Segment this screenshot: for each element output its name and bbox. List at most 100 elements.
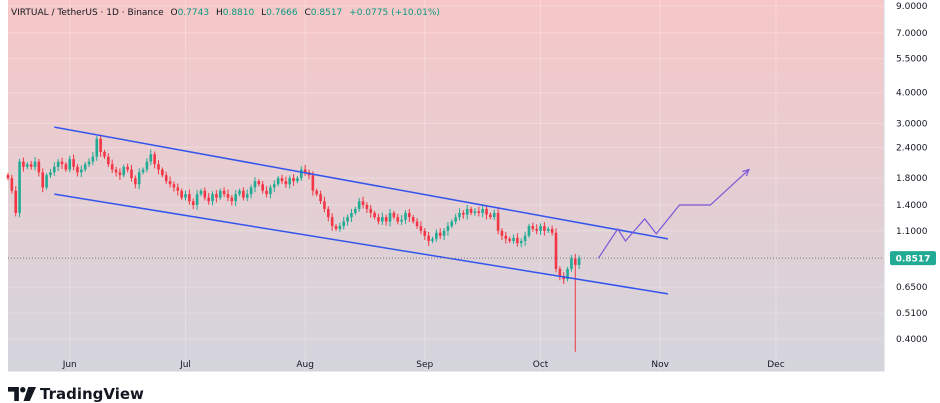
candle-body (222, 190, 226, 195)
candle-body (315, 190, 319, 195)
candle-body (126, 166, 129, 170)
drawings[interactable] (8, 126, 884, 295)
candle-body (99, 138, 102, 152)
low-label: L (261, 8, 267, 18)
candle-body (269, 187, 272, 195)
candle-body (404, 212, 407, 220)
y-tick-label: 2.4000 (896, 143, 928, 153)
candle-body (299, 169, 303, 179)
candles (6, 134, 581, 352)
change-value: +0.0775 (+10.01%) (349, 8, 440, 18)
candle-body (527, 226, 531, 236)
candle-body (110, 164, 114, 170)
candle-body (172, 184, 176, 188)
tradingview-logo[interactable]: TradingView (8, 385, 144, 403)
candle-body (435, 232, 438, 239)
candle-body (153, 154, 156, 165)
candle-body (384, 217, 388, 222)
y-tick-label: 0.6500 (896, 283, 928, 293)
candle-body (431, 238, 434, 241)
candle-body (554, 232, 558, 269)
candle-body (33, 161, 37, 167)
x-tick-label: Sep (416, 360, 433, 370)
candle-body (18, 161, 21, 213)
candle-body (188, 194, 191, 202)
candle-body (296, 178, 299, 182)
channel-lower-line (54, 193, 669, 295)
candle-body (288, 178, 292, 185)
candle-body (566, 268, 569, 280)
candle-body (357, 201, 361, 209)
candle-body (180, 190, 183, 198)
candle-body (68, 159, 72, 170)
candle-body (60, 161, 64, 165)
candle-body (489, 214, 492, 218)
candle-body (388, 212, 392, 222)
candle-body (377, 217, 380, 222)
candle-body (195, 194, 199, 206)
candle-body (354, 208, 357, 213)
candle-body (14, 190, 18, 213)
candle-body (454, 217, 457, 222)
y-tick-label: 1.8000 (896, 174, 928, 184)
symbol-legend: VIRTUAL / TetherUS · 1D · Binance O0.774… (11, 8, 440, 18)
chart-canvas[interactable]: 9.0000 7.0000 5.5000 4.0000 3.0000 2.4000 1.80… (0, 0, 940, 380)
candle-body (473, 211, 477, 213)
candle-body (477, 211, 481, 213)
candle-body (481, 208, 484, 213)
low-value: 0.7666 (266, 8, 298, 18)
candle-body (76, 166, 79, 173)
candle-body (211, 194, 214, 202)
candle-body (284, 181, 288, 185)
candle-body (523, 235, 527, 241)
candle-body (249, 187, 253, 195)
candle-body (168, 181, 172, 185)
y-tick-label: 7.0000 (896, 29, 928, 39)
candle-body (504, 235, 508, 239)
candle-body (546, 228, 550, 231)
projection-arrowhead (742, 168, 750, 177)
candle-body (253, 181, 257, 188)
close-value: 0.8517 (310, 8, 343, 18)
candle-body (265, 190, 268, 195)
projection-path (597, 169, 750, 259)
y-tick-label: 3.0000 (896, 119, 928, 129)
price-axis[interactable]: 9.0000 7.0000 5.5000 4.0000 3.0000 2.4000 1.80… (883, 0, 936, 371)
candle-body (145, 161, 149, 170)
candle-body (80, 169, 83, 173)
candle-body (242, 190, 245, 198)
candle-body (535, 228, 538, 231)
y-tick-label: 5.5000 (896, 55, 928, 65)
candle-body (238, 190, 241, 195)
candle-body (276, 178, 280, 185)
candle-body (311, 175, 315, 191)
symbol-name: VIRTUAL / TetherUS · 1D · Binance (11, 8, 164, 18)
candle-body (423, 230, 427, 236)
candle-body (500, 230, 504, 236)
candle-body (427, 235, 430, 241)
candle-body (369, 208, 373, 213)
candle-body (512, 237, 515, 241)
x-tick-label: Dec (767, 360, 784, 370)
candle-body (280, 178, 284, 182)
candle-body (462, 212, 465, 215)
candle-body (496, 212, 500, 231)
candle-body (323, 201, 326, 209)
x-tick-label: Oct (533, 360, 549, 370)
candle-body (137, 172, 141, 185)
candle-body (122, 166, 126, 176)
candle-body (272, 184, 276, 188)
open-value: 0.7743 (177, 8, 210, 18)
candle-body (141, 169, 145, 173)
candle-body (87, 161, 91, 165)
candle-body (164, 175, 168, 182)
candle-body (245, 194, 249, 198)
x-tick-label: Jul (179, 360, 191, 370)
candle-body (346, 217, 349, 222)
time-axis[interactable]: Jun Jul Aug Sep Oct Nov Dec (8, 360, 884, 372)
last-price-tag (890, 251, 936, 266)
candle-body (392, 212, 396, 218)
candle-body (230, 197, 234, 202)
candle-body (400, 219, 403, 222)
